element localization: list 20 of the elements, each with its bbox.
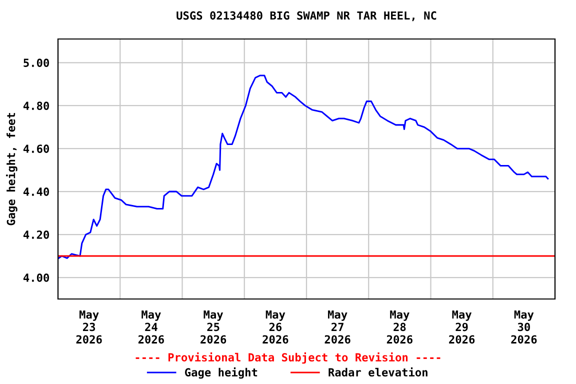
- text: ---- Provisional Data Subject to Revision ----: [136, 352, 440, 364]
- legend-label: Radar elevation: [328, 367, 428, 377]
- x-tick-label: May 27 2026: [324, 310, 350, 344]
- x-tick-label: May 30 2026: [511, 310, 537, 344]
- x-tick-label: May 26 2026: [262, 310, 288, 344]
- chart-title: USGS 02134480 BIG SWAMP NR TAR HEEL, NC: [176, 11, 436, 22]
- x-tick-label: May 28 2026: [386, 310, 412, 344]
- y-tick-label: 4.20: [23, 230, 49, 239]
- y-axis-title: Gage height, feet: [6, 113, 18, 226]
- y-tick-label: 4.80: [23, 102, 49, 110]
- x-tick-label: May 29 2026: [449, 310, 475, 344]
- y-tick-label: 4.40: [23, 188, 49, 196]
- y-tick-label: 4.60: [23, 144, 49, 153]
- x-tick-label: May 23 2026: [76, 310, 102, 344]
- x-tick-label: May 25 2026: [200, 310, 226, 344]
- legend-label: Gage height: [185, 367, 258, 379]
- y-tick-label: 4.00: [23, 273, 49, 282]
- line-series: [58, 74, 549, 259]
- y-tick-label: 5.00: [24, 58, 49, 68]
- x-tick-label: May 24 2026: [138, 310, 164, 344]
